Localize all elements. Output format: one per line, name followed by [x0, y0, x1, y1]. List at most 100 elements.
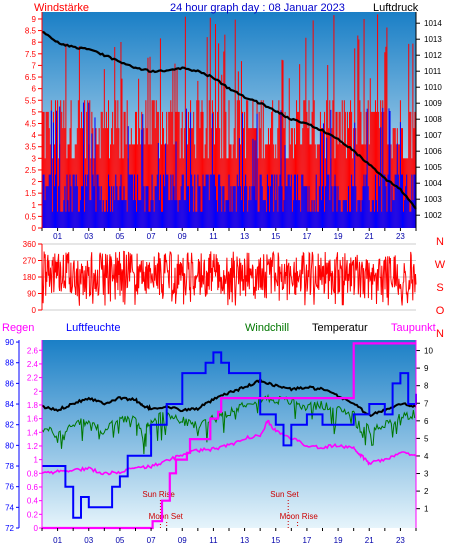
rain-axis: 0 0.2 0.4 0.6 0.8 1 1.2 1.4 1.6 1.8 2 2.2 2.4 2.6	[27, 346, 42, 533]
wind-tick-label: 0.5	[25, 212, 37, 221]
pressure-tick-label: 1002	[424, 211, 442, 220]
hour-tick-label: 13	[240, 232, 249, 241]
hour-tick-label: 23	[396, 232, 405, 241]
temp-tick-label: 6	[424, 417, 429, 426]
temp-tick-label: 5	[424, 434, 429, 443]
windchill-series	[41, 393, 416, 455]
pressure-tick-label: 1012	[424, 51, 442, 60]
humidity-tick-label: 88	[5, 359, 14, 368]
legend-regen: Regen	[2, 322, 34, 334]
rain-tick-label: 0.8	[27, 469, 39, 478]
hour-tick-label: 19	[334, 536, 343, 545]
wind-tick-label: 5	[32, 108, 37, 117]
direction-line	[41, 250, 417, 306]
legend-luftfeuchte: Luftfeuchte	[66, 322, 120, 334]
wind-tick-label: 1	[32, 201, 37, 210]
humidity-tick-label: 74	[5, 503, 14, 512]
wind-tick-label: 2.5	[25, 166, 37, 175]
direction-axis: 0 90 180 270 360	[23, 240, 42, 315]
pressure-tick-label: 1007	[424, 131, 442, 140]
hour-tick-label: 03	[84, 536, 93, 545]
rain-tick-label: 2.4	[27, 360, 39, 369]
compass-letter: S	[436, 282, 443, 294]
pressure-tick-label: 1003	[424, 195, 442, 204]
temp-tick-label: 3	[424, 470, 429, 479]
compass-letter: N	[436, 236, 444, 248]
temp-tick-label: 10	[424, 347, 433, 356]
luftdruck-label: Luftdruck	[373, 2, 419, 14]
wind-tick-label: 7	[32, 61, 37, 70]
hour-tick-label: 21	[365, 536, 374, 545]
wind-tick-label: 6.5	[25, 73, 37, 82]
temperature-lines	[41, 342, 417, 530]
wind-tick-label: 7.5	[25, 50, 37, 59]
rain-tick-label: 2.2	[27, 374, 39, 383]
rain-tick-label: 1.4	[27, 428, 39, 437]
rain-tick-label: 1	[34, 456, 39, 465]
wind-tick-label: 2	[32, 178, 37, 187]
hour-tick-label: 05	[115, 232, 124, 241]
temp-tick-label: 2	[424, 487, 429, 496]
windstaerke-label: Windstärke	[34, 2, 89, 14]
humidity-tick-label: 72	[5, 524, 14, 533]
rain-tick-label: 0	[34, 524, 39, 533]
wind-tick-label: 8.5	[25, 27, 37, 36]
luftdruck-axis: 1002 1003 1004 1005 1006 1007 1008 1009 1010 1011…	[416, 19, 442, 220]
rain-tick-label: 2	[34, 387, 39, 396]
hour-axis-top: 01 03 05 07 09 11 13 15 17 19 21 23	[41, 228, 417, 241]
compass-letter: O	[436, 305, 445, 317]
wind-tick-label: 3	[32, 154, 37, 163]
pressure-series	[41, 30, 417, 210]
direction-tick-label: 0	[32, 306, 37, 315]
pressure-tick-label: 1013	[424, 35, 442, 44]
pressure-tick-label: 1004	[424, 179, 442, 188]
hour-tick-label: 15	[271, 536, 280, 545]
pressure-tick-label: 1006	[424, 147, 442, 156]
wind-tick-label: 5.5	[25, 96, 37, 105]
humidity-tick-label: 76	[5, 483, 14, 492]
pressure-tick-label: 1008	[424, 115, 442, 124]
humidity-tick-label: 90	[5, 338, 14, 347]
legend-taupunkt: Taupunkt	[391, 322, 436, 334]
astro-label: Sun Rise	[142, 490, 175, 499]
hour-tick-label: 09	[178, 232, 187, 241]
humidity-axis: 72 74 76 78 80 82 84 86 88 90	[5, 338, 19, 533]
pressure-tick-label: 1014	[424, 19, 442, 28]
direction-tick-label: 270	[23, 257, 37, 266]
temp-tick-label: 1	[424, 505, 429, 514]
hour-tick-label: 11	[209, 232, 218, 241]
humidity-tick-label: 84	[5, 400, 14, 409]
humidity-tick-label: 86	[5, 379, 14, 388]
compass-letter: W	[435, 259, 446, 271]
graph-title: 24 hour graph day : 08 Januar 2023	[170, 2, 345, 14]
wind-tick-label: 9	[32, 15, 37, 24]
hour-tick-label: 23	[396, 536, 405, 545]
rain-tick-label: 0.6	[27, 483, 39, 492]
hour-tick-label: 01	[53, 232, 62, 241]
hour-tick-label: 01	[53, 536, 62, 545]
direction-tick-label: 90	[27, 290, 36, 299]
regen-series	[42, 342, 416, 530]
rain-tick-label: 0.2	[27, 510, 39, 519]
hour-tick-label: 03	[84, 232, 93, 241]
wind-tick-label: 4.5	[25, 119, 37, 128]
hour-tick-label: 07	[147, 536, 156, 545]
pressure-tick-label: 1005	[424, 163, 442, 172]
temp-tick-label: 7	[424, 399, 429, 408]
direction-tick-label: 360	[23, 240, 37, 249]
temp-tick-label: 9	[424, 364, 429, 373]
wind-tick-label: 1.5	[25, 189, 37, 198]
legend-windchill: Windchill	[245, 322, 289, 334]
wind-tick-label: 6	[32, 85, 37, 94]
windstaerke-axis: 0 0.5 1 1.5 2 2.5 3 3.5 4 4.5 5 5.5 6 6.5 7 7.5 8 8.5 9	[25, 15, 42, 233]
wind-pressure-panel: 0 0.5 1 1.5 2 2.5 3 3.5 4 4.5 5 5.5 6 6.5 7 7.5 8 8.5 9 10…	[25, 2, 442, 241]
compass-letter: N	[436, 328, 444, 340]
humidity-tick-label: 78	[5, 462, 14, 471]
hour-tick-label: 17	[302, 232, 311, 241]
rain-tick-label: 1.6	[27, 415, 39, 424]
astro-label: Sun Set	[270, 490, 299, 499]
rain-tick-label: 2.6	[27, 346, 39, 355]
